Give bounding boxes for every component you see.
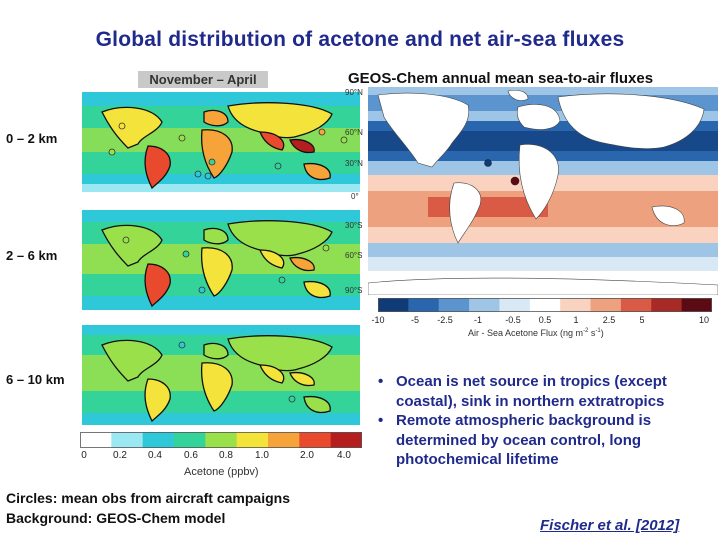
note-circles: Circles: mean obs from aircraft campaign… (6, 490, 290, 506)
flux-tick: 2.5 (602, 315, 616, 325)
left-panel-header: November – April (138, 71, 268, 88)
bullet-dot-icon: • (378, 412, 384, 429)
acetone-tick: 0 (81, 450, 87, 461)
flux-unit-exponent: -1 (595, 328, 601, 334)
acetone-colorbar-unit: Acetone (ppbv) (184, 466, 259, 478)
finding-bullet: • Ocean is net source in tropics (except … (374, 372, 714, 411)
acetone-tick: 0.4 (148, 450, 162, 461)
slide-title: Global distribution of acetone and net a… (95, 28, 625, 51)
altitude-label-6-10km: 6 – 10 km (6, 372, 65, 387)
acetone-colorbar-swatch (330, 432, 362, 448)
flux-colorbar-swatch (681, 298, 712, 312)
latitude-label: 90°N (345, 88, 363, 97)
flux-colorbar-swatch (408, 298, 440, 312)
bullet-dot-icon: • (378, 373, 384, 390)
flux-tick: 5 (639, 315, 645, 325)
acetone-colorbar-swatch (299, 432, 332, 448)
altitude-label-2-6km: 2 – 6 km (6, 248, 58, 263)
acetone-colorbar-swatch (80, 432, 112, 448)
flux-colorbar-swatch (469, 298, 500, 312)
flux-colorbar-unit: Air - Sea Acetone Flux (ng m-2 s-1) (468, 328, 604, 338)
flux-map (368, 87, 718, 295)
latitude-label: 30°N (345, 159, 363, 168)
flux-tick: -0.5 (505, 315, 521, 325)
flux-colorbar-ticks: -10 -5 -2.5 -1 -0.5 0.5 1 2.5 5 10 (371, 315, 712, 327)
acetone-tick: 1.0 (255, 450, 269, 461)
citation-link[interactable]: Fischer et al. [2012] (540, 517, 680, 534)
note-background: Background: GEOS-Chem model (6, 510, 226, 526)
flux-tick: 1 (573, 315, 579, 325)
acetone-tick: 0.2 (113, 450, 127, 461)
flux-unit-suffix: ) (600, 328, 604, 338)
latitude-label: 90°S (345, 286, 363, 295)
acetone-colorbar-ticks: 0 0.2 0.4 0.6 0.8 1.0 2.0 4.0 (78, 450, 368, 464)
flux-colorbar-swatch (620, 298, 652, 312)
findings-list: • Ocean is net source in tropics (except … (374, 372, 714, 470)
acetone-colorbar-swatch (142, 432, 175, 448)
flux-colorbar-swatch (651, 298, 683, 312)
acetone-map-2-6km (82, 210, 360, 310)
flux-tick: 10 (698, 315, 710, 325)
flux-tick: -5 (410, 315, 420, 325)
flux-colorbar-swatch-border (378, 298, 712, 312)
latitude-label: 30°S (345, 221, 363, 230)
flux-tick: -2.5 (437, 315, 453, 325)
flux-colorbar-swatch (378, 298, 409, 312)
acetone-tick: 2.0 (300, 450, 314, 461)
latitude-label: 60°N (345, 128, 363, 137)
flux-colorbar-swatch (590, 298, 622, 312)
acetone-colorbar-swatch (268, 432, 300, 448)
finding-bullet: • Remote atmospheric background is determ… (374, 411, 714, 470)
flux-colorbar (378, 298, 712, 312)
flux-unit-prefix: Air - Sea Acetone Flux (ng m (468, 328, 584, 338)
flux-unit-mid: s (588, 328, 596, 338)
right-panel-header: GEOS-Chem annual mean sea-to-air fluxes (348, 70, 654, 87)
flux-tick: 0.5 (538, 315, 552, 325)
acetone-colorbar-swatch (111, 432, 144, 448)
finding-text: Remote atmospheric background is determi… (396, 412, 652, 468)
flux-unit-exponent: -2 (583, 328, 589, 334)
acetone-tick: 4.0 (337, 450, 351, 461)
acetone-colorbar-swatch-border (80, 432, 362, 448)
flux-colorbar-swatch (560, 298, 592, 312)
finding-text: Ocean is net source in tropics (except c… (396, 373, 667, 410)
acetone-colorbar-swatch (205, 432, 238, 448)
acetone-colorbar-swatch (236, 432, 269, 448)
acetone-tick: 0.8 (219, 450, 233, 461)
flux-colorbar-swatch (438, 298, 470, 312)
acetone-colorbar (80, 432, 362, 448)
latitude-label: 60°S (345, 251, 363, 260)
acetone-map-6-10km (82, 325, 360, 425)
acetone-map-0-2km (82, 92, 360, 192)
acetone-colorbar-swatch (174, 432, 206, 448)
flux-tick: -10 (371, 315, 385, 325)
flux-colorbar-swatch (499, 298, 531, 312)
flux-tick: -1 (473, 315, 483, 325)
flux-colorbar-swatch (529, 298, 561, 312)
altitude-label-0-2km: 0 – 2 km (6, 131, 58, 146)
latitude-label: 0° (351, 192, 359, 201)
acetone-tick: 0.6 (184, 450, 198, 461)
